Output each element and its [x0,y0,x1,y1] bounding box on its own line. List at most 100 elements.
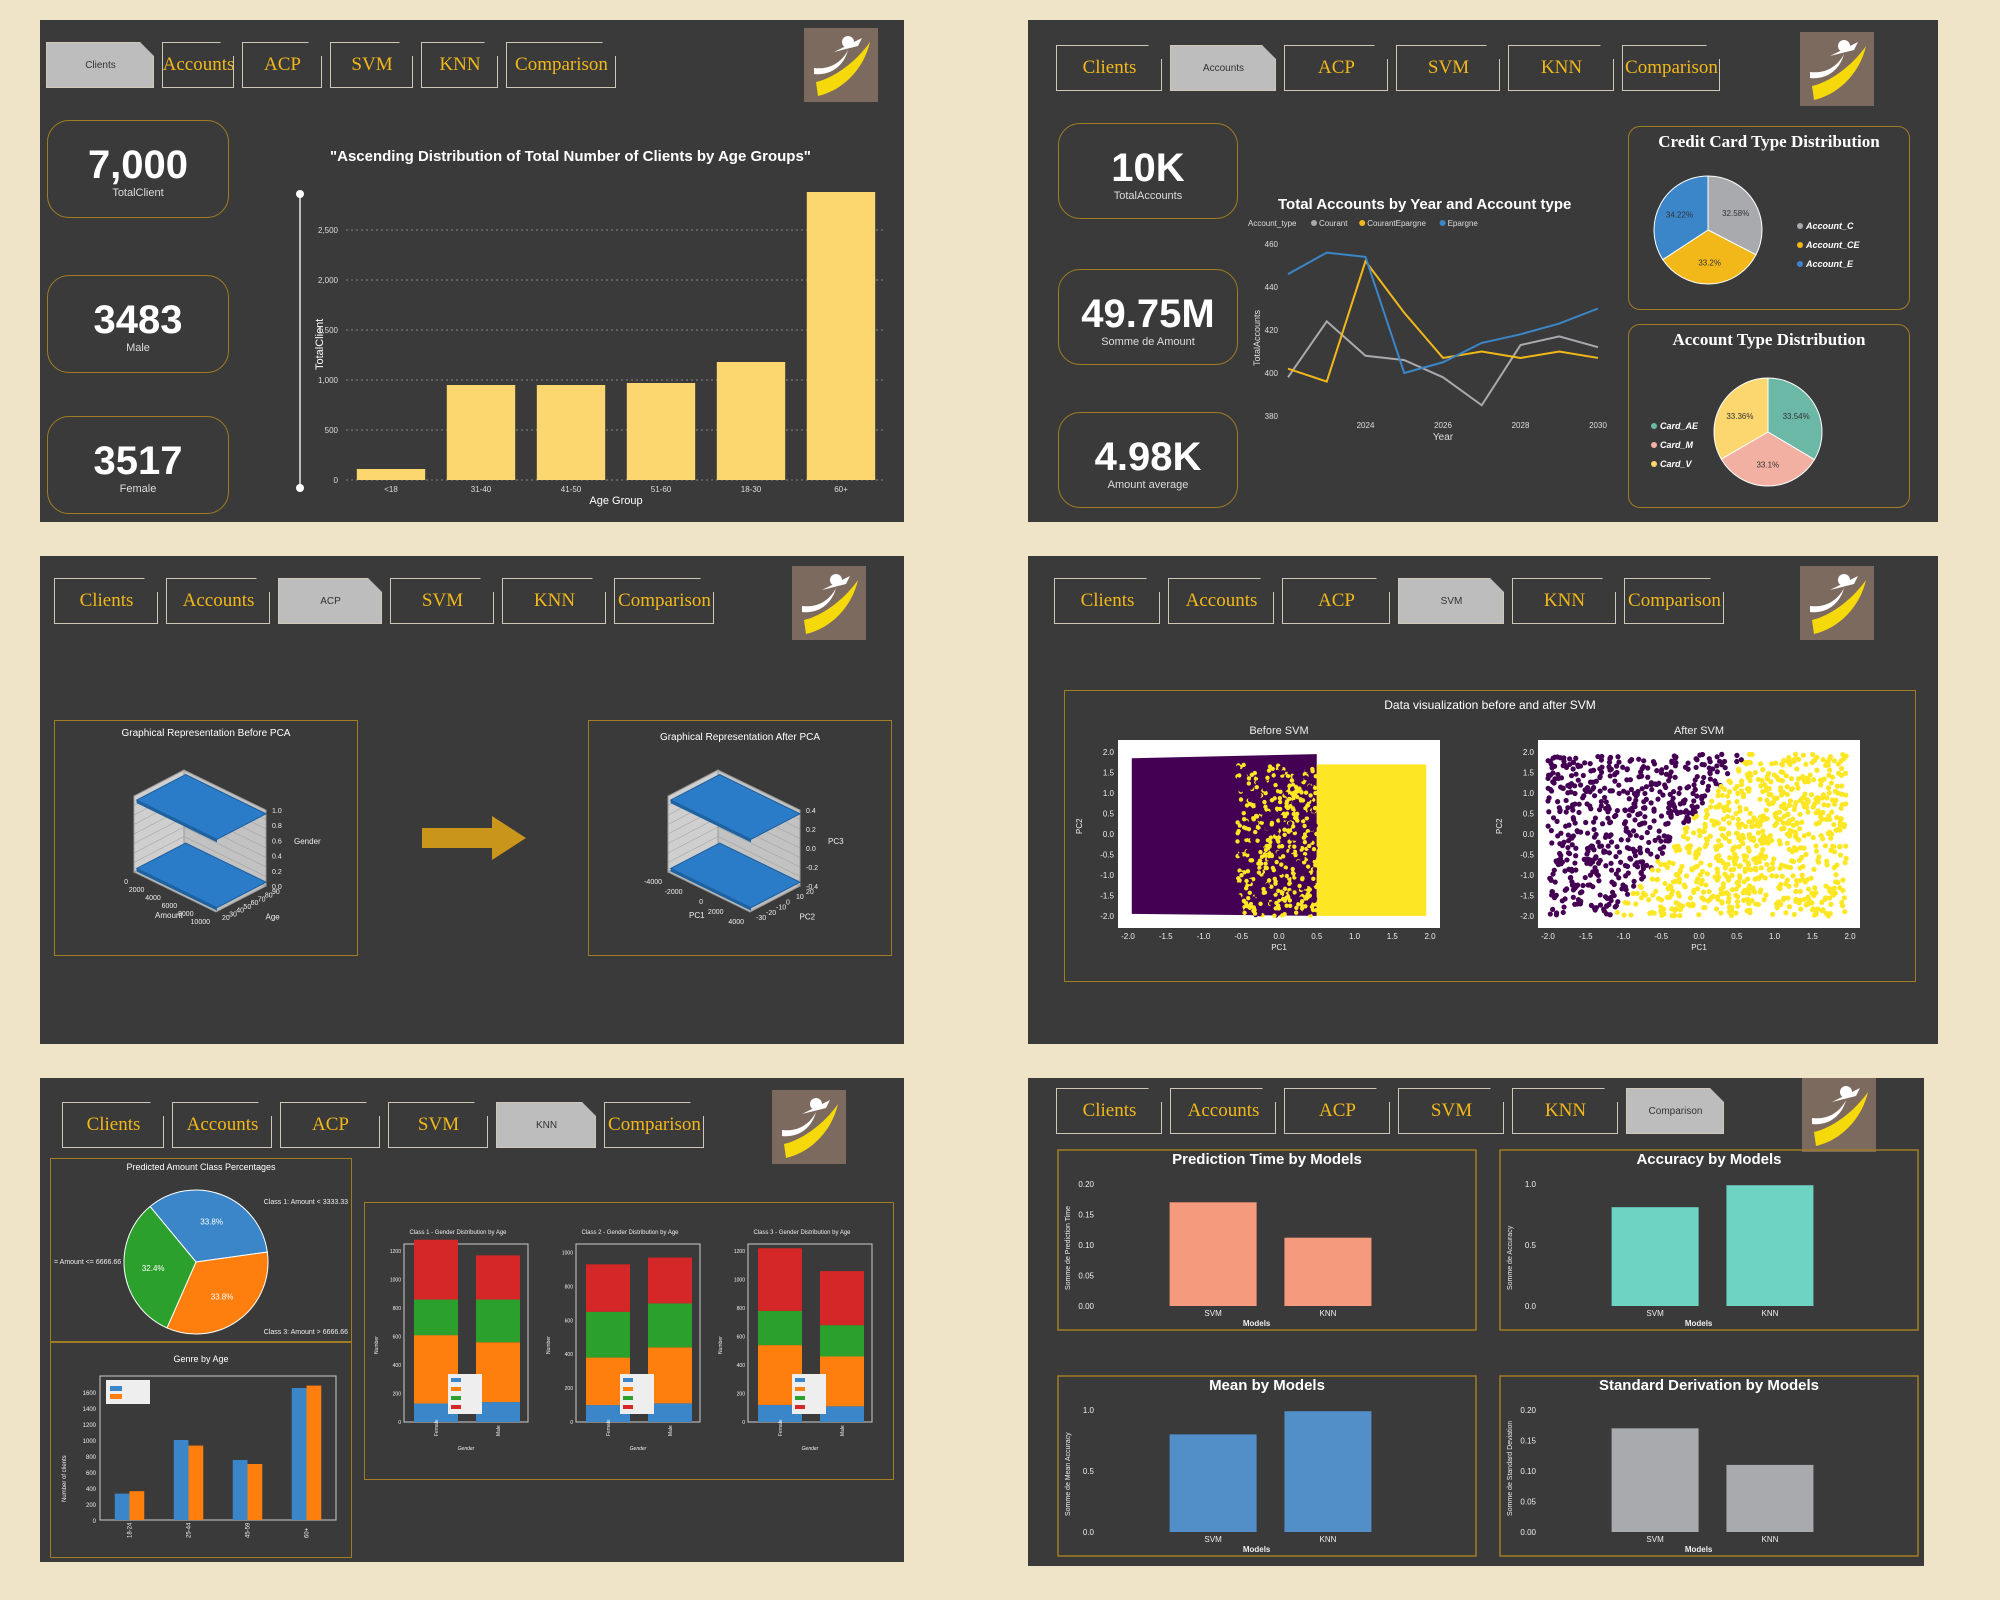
data-point [1263,861,1268,866]
tab-svm[interactable]: SVM [1398,578,1504,624]
legend-label: Account_E [1805,259,1854,269]
data-point [1261,833,1267,838]
data-point [1814,767,1820,773]
data-point [1643,784,1650,790]
tab-clients[interactable]: Clients [46,42,154,88]
data-point [1570,807,1576,813]
yellow-region [1316,764,1427,916]
data-point [1633,793,1639,799]
data-point [1831,865,1837,871]
tab-acp[interactable]: ACP [242,42,322,88]
tab-accounts[interactable]: Accounts [1170,1088,1276,1134]
data-point [1825,762,1831,768]
data-point [1291,801,1296,806]
pie-value-label: 33.2% [1698,258,1721,267]
data-point [1735,816,1741,822]
tab-clients[interactable]: Clients [1056,1088,1162,1134]
stacked-bar-segment [648,1347,692,1404]
data-point [1699,751,1706,758]
tab-accounts[interactable]: Accounts [166,578,270,624]
tab-comparison[interactable]: Comparison [1626,1088,1724,1134]
data-point [1274,859,1279,865]
tab-comparison[interactable]: Comparison [1624,578,1724,624]
tab-knn[interactable]: KNN [421,42,498,88]
data-point [1295,897,1300,902]
data-point [1591,834,1598,840]
tab-knn[interactable]: KNN [496,1102,596,1148]
data-point [1609,889,1616,895]
data-point [1299,842,1305,848]
tab-svm[interactable]: SVM [1396,45,1500,91]
y-tick-label: 600 [737,1335,746,1341]
data-point [1291,811,1296,817]
y-tick-label: 1000 [734,1278,745,1284]
data-point [1314,908,1319,913]
data-point [1637,859,1643,865]
data-point [1296,902,1301,907]
tab-accounts[interactable]: Accounts [1170,45,1276,91]
y-tick-label: 400 [86,1487,97,1493]
data-point [1251,808,1257,813]
data-point [1556,805,1562,811]
logo-figure-icon [802,574,858,634]
data-point [1573,755,1579,761]
slider-handle-bottom [296,484,304,492]
data-point [1631,849,1638,855]
tab-clients[interactable]: Clients [54,578,158,624]
data-point [1305,854,1311,859]
tab-svm[interactable]: SVM [330,42,413,88]
data-point [1284,903,1289,908]
tab-clients[interactable]: Clients [62,1102,164,1148]
data-point [1740,840,1746,847]
data-point [1746,834,1752,840]
tab-svm[interactable]: SVM [1398,1088,1504,1134]
legend-swatch [623,1387,633,1391]
tab-svm[interactable]: SVM [388,1102,488,1148]
data-point [1559,785,1565,791]
app-logo [792,566,866,640]
x-tick-label: -1.5 [1159,932,1173,941]
tab-comparison[interactable]: Comparison [1622,45,1720,91]
data-point [1248,785,1254,790]
tab-clients[interactable]: Clients [1054,578,1160,624]
data-point [1656,896,1662,902]
data-point [1801,777,1807,783]
tab-accounts[interactable]: Accounts [172,1102,272,1148]
tab-acp[interactable]: ACP [278,578,382,624]
data-point [1707,769,1713,776]
data-point [1270,791,1275,797]
data-point [1843,843,1849,849]
data-point [1715,788,1722,794]
data-point [1627,855,1633,861]
tab-knn[interactable]: KNN [1512,1088,1618,1134]
data-point [1251,817,1257,822]
tab-knn[interactable]: KNN [502,578,606,624]
tab-comparison[interactable]: Comparison [604,1102,704,1148]
data-point [1735,790,1741,797]
stacked-bar-segment [414,1403,458,1422]
data-point [1621,788,1627,794]
data-point [1299,815,1304,821]
tab-comparison[interactable]: Comparison [506,42,616,88]
tab-acp[interactable]: ACP [280,1102,380,1148]
data-point [1256,825,1261,830]
data-point [1301,860,1307,865]
tab-knn[interactable]: KNN [1512,578,1616,624]
tab-comparison[interactable]: Comparison [614,578,714,624]
data-point [1235,831,1240,836]
y-tick-label: 400 [565,1352,574,1358]
x-tick-label: 41-50 [561,485,582,494]
tab-accounts[interactable]: Accounts [162,42,234,88]
bar [806,192,876,480]
tab-svm[interactable]: SVM [390,578,494,624]
tab-accounts[interactable]: Accounts [1168,578,1274,624]
data-point [1713,906,1720,912]
tab-clients[interactable]: Clients [1056,45,1162,91]
tab-acp[interactable]: ACP [1284,45,1388,91]
x-tick-label: 2000 [129,887,145,894]
data-point [1601,785,1608,791]
tab-knn[interactable]: KNN [1508,45,1614,91]
tab-acp[interactable]: ACP [1284,1088,1390,1134]
tab-acp[interactable]: ACP [1282,578,1390,624]
data-point [1736,843,1742,850]
